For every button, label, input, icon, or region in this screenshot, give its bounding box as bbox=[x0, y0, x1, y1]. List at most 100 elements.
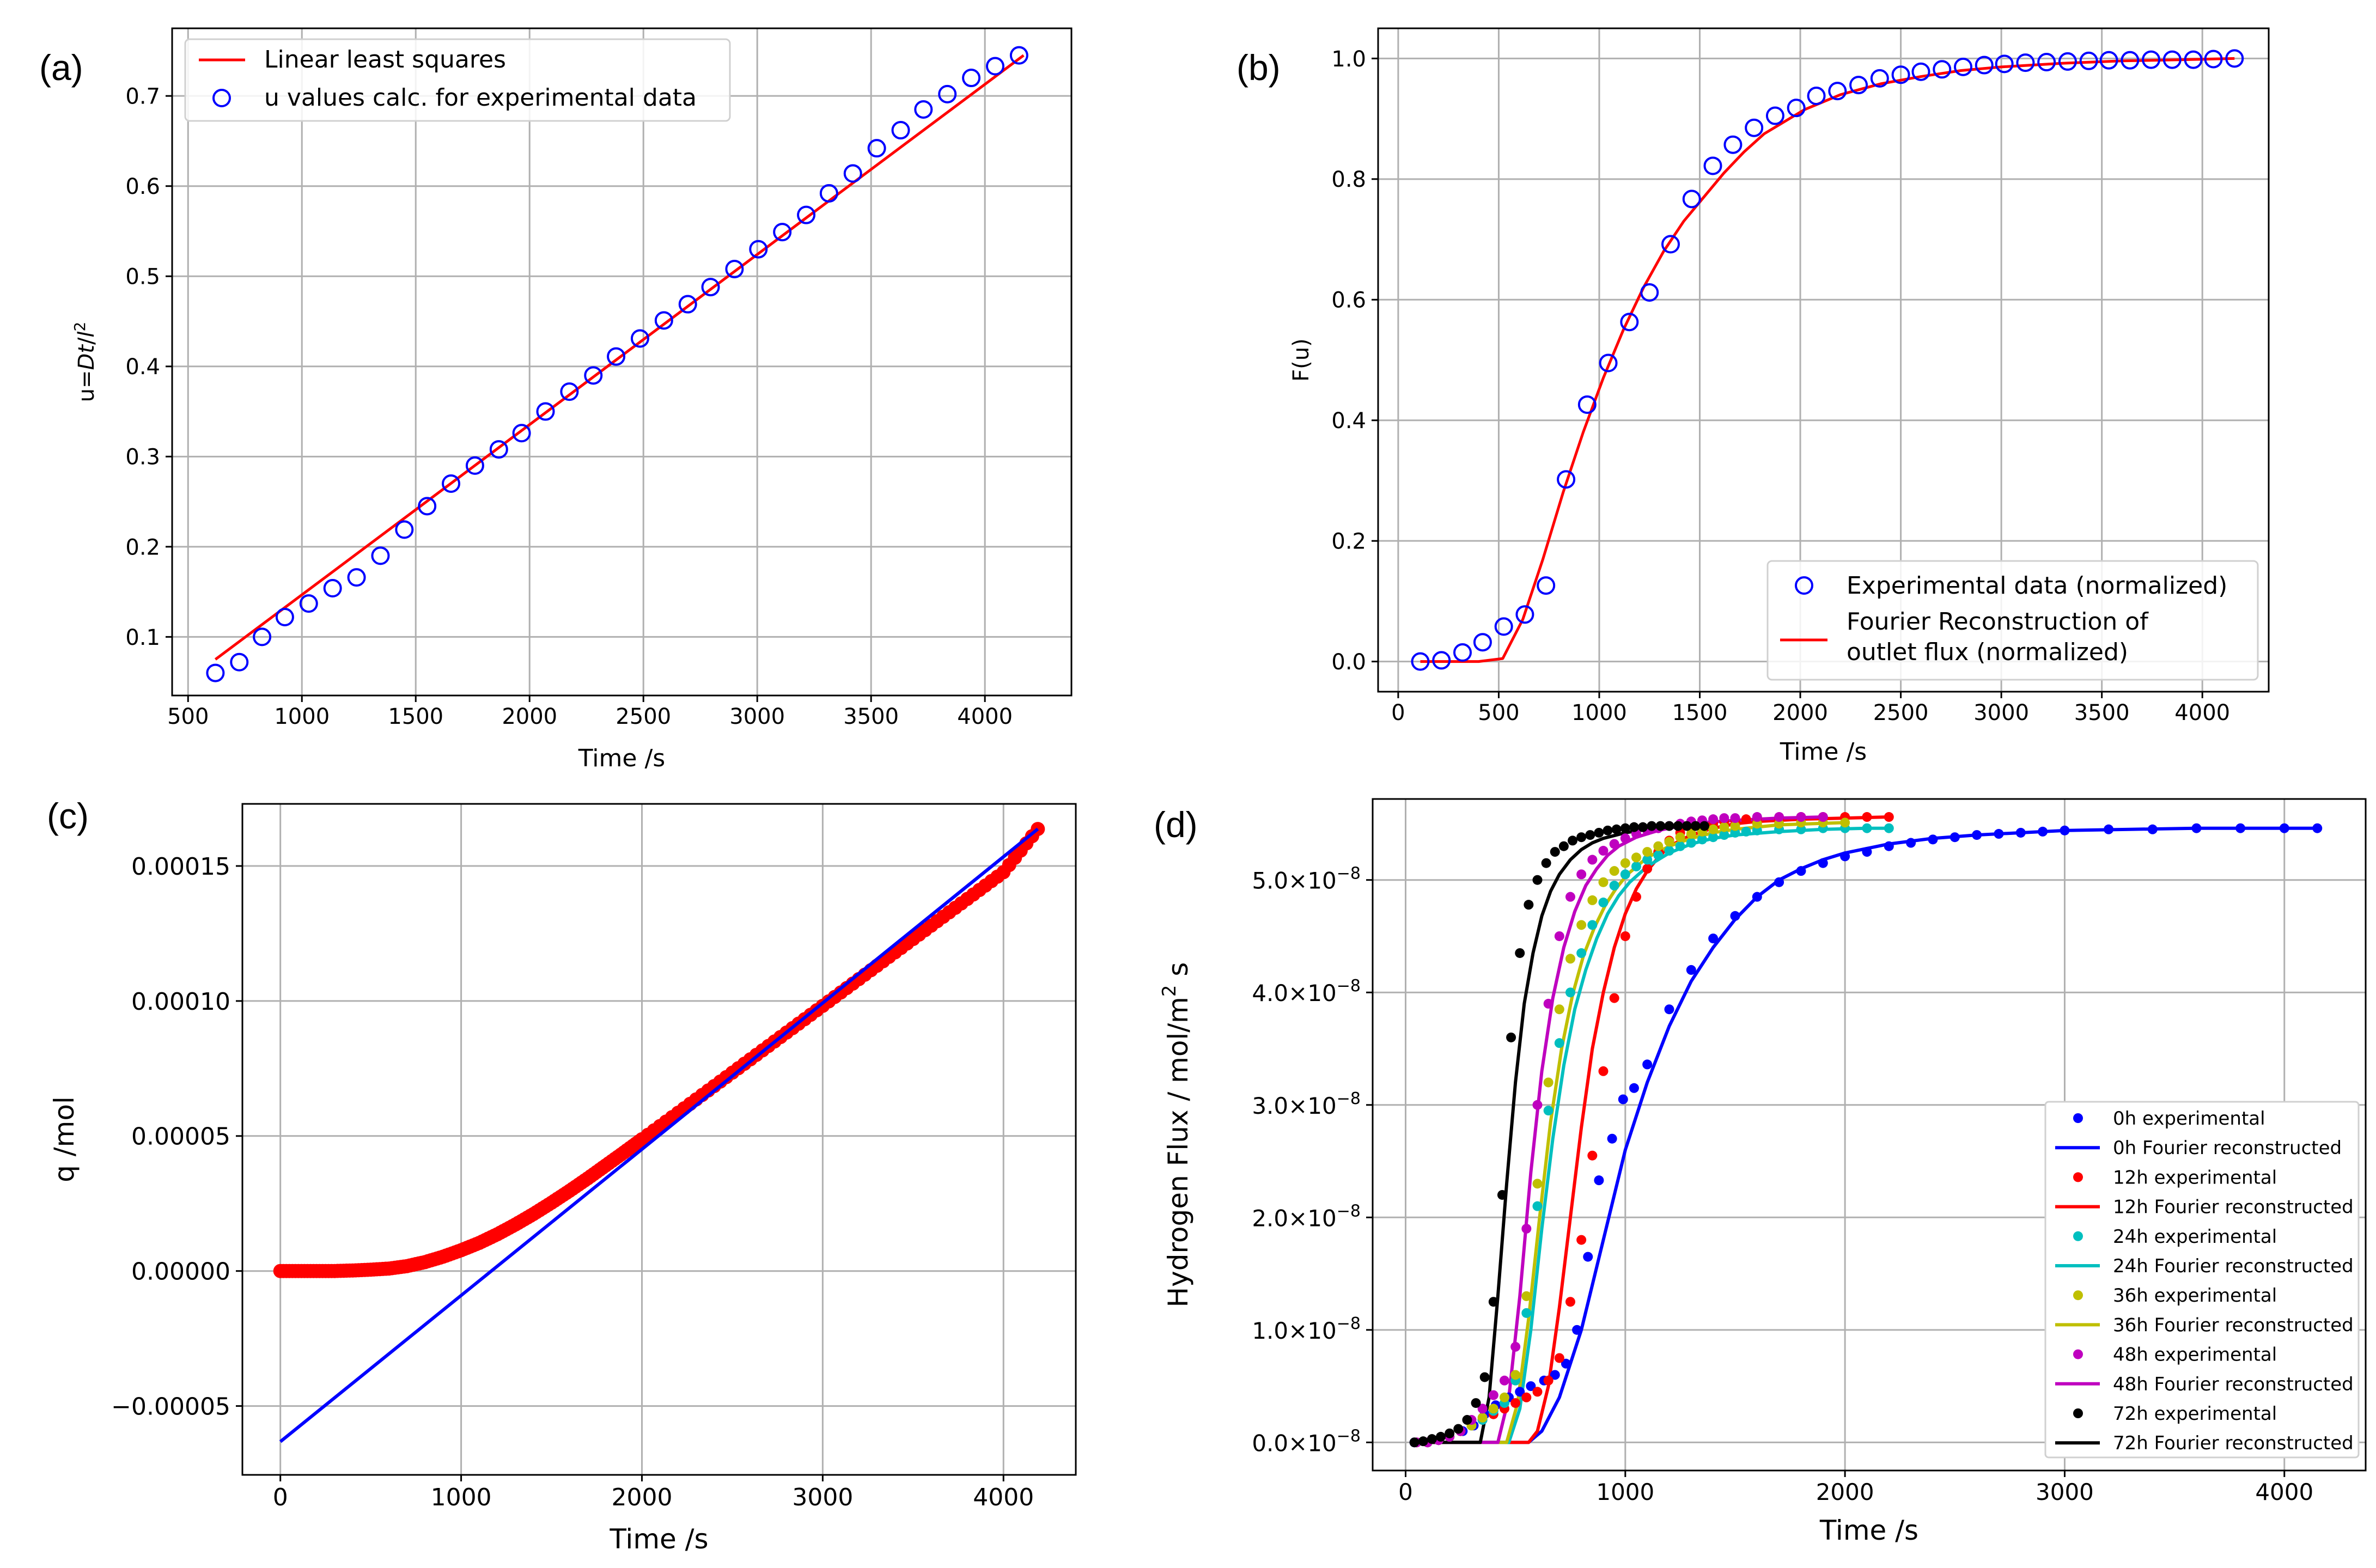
chart-a-data-point bbox=[725, 259, 744, 278]
chart-d-data-point-72h bbox=[1629, 822, 1639, 832]
chart-a-x-tick-label: 3000 bbox=[729, 704, 785, 729]
chart-d-y-tick-label: 4.0×10−8 bbox=[1252, 977, 1361, 1006]
chart-d-y-tick-label: 5.0×10−8 bbox=[1252, 864, 1361, 894]
chart-a-x-tick-label: 2500 bbox=[616, 704, 671, 729]
chart-b-data-point bbox=[1473, 633, 1492, 652]
chart-c-y-axis-label: q /mol bbox=[48, 1096, 80, 1182]
chart-d-data-point-12h bbox=[1884, 812, 1894, 822]
chart-a-frame bbox=[171, 27, 1073, 697]
chart-d-data-point-72h bbox=[1673, 821, 1683, 831]
chart-b-x-tick-label: 500 bbox=[1478, 700, 1519, 725]
chart-a-data-point bbox=[749, 240, 768, 259]
chart-d-data-point-72h bbox=[1576, 832, 1587, 843]
chart-b-data-point bbox=[2079, 51, 2098, 70]
chart-d-data-point-72h bbox=[1497, 1189, 1507, 1200]
chart-c-y-tick-label: 0.00010 bbox=[131, 988, 230, 1016]
chart-d-series-line-72h bbox=[1414, 824, 1705, 1444]
chart-b-x-tick-label: 3500 bbox=[2074, 700, 2130, 725]
chart-d-data-point-72h bbox=[1524, 900, 1534, 910]
chart-a-data-point bbox=[654, 311, 673, 330]
chart-d-data-point-72h bbox=[1585, 830, 1595, 840]
chart-b-data-point bbox=[2184, 50, 2203, 69]
chart-d-legend-label: 72h Fourier reconstructed bbox=[2113, 1432, 2354, 1454]
chart-d-series-line-36h bbox=[1416, 821, 1845, 1444]
chart-b-data-point bbox=[2162, 50, 2182, 69]
chart-d-data-point-36h bbox=[1708, 824, 1719, 834]
chart-d-data-point-0h bbox=[1618, 1094, 1628, 1105]
chart-b-legend-label: Fourier Reconstruction of bbox=[1847, 608, 2149, 636]
chart-d-data-point-48h bbox=[1554, 931, 1564, 941]
chart-d-legend-label: 36h experimental bbox=[2113, 1285, 2277, 1307]
chart-d-data-point-12h bbox=[1521, 1392, 1532, 1402]
chart-b-data-point bbox=[1661, 235, 1680, 254]
chart-d-data-point-72h bbox=[1611, 824, 1622, 834]
chart-b-data-point bbox=[1933, 60, 1952, 79]
chart-d-data-point-24h bbox=[1862, 823, 1872, 833]
chart-b-data-point bbox=[2225, 49, 2244, 68]
chart-a-x-tick-label: 2000 bbox=[502, 704, 557, 729]
chart-b-y-tick-label: 1.0 bbox=[1331, 47, 1366, 72]
chart-b-x-tick-label: 4000 bbox=[2174, 700, 2230, 725]
chart-d-data-point-12h bbox=[1862, 812, 1872, 822]
chart-b-data-point bbox=[1975, 56, 1994, 75]
chart-b-plot-area bbox=[1411, 49, 2244, 671]
chart-b-data-point bbox=[1911, 62, 1930, 81]
chart-b-x-tick-label: 1000 bbox=[1571, 700, 1627, 725]
chart-d-data-point-48h bbox=[1521, 1223, 1532, 1234]
chart-a-data-point bbox=[512, 424, 531, 443]
chart-d-data-point-24h bbox=[1620, 869, 1630, 880]
chart-d-data-point-24h bbox=[1697, 834, 1707, 845]
chart-d-data-point-48h bbox=[1543, 998, 1553, 1009]
chart-d-data-point-24h bbox=[1543, 1106, 1553, 1116]
chart-d-data-point-0h bbox=[1561, 1358, 1571, 1369]
chart-a-data-point bbox=[206, 663, 225, 682]
chart-c-cumulative-q: 0 1000 2000 3000 4000 −0.00005 0.00000 0.00005 0… bbox=[48, 803, 1077, 1555]
chart-d-data-point-72h bbox=[1532, 875, 1543, 885]
chart-a-x-tick-label: 500 bbox=[167, 704, 209, 729]
chart-a-legend-box bbox=[184, 38, 731, 122]
chart-b-data-point bbox=[1620, 313, 1639, 332]
chart-a-data-point bbox=[253, 627, 272, 646]
chart-b-data-point bbox=[1787, 99, 1806, 118]
chart-a-data-point bbox=[630, 329, 649, 348]
chart-d-data-point-24h bbox=[1576, 948, 1587, 958]
chart-d-data-point-72h bbox=[1436, 1432, 1446, 1442]
chart-a-y-tick-label: 0.4 bbox=[125, 355, 160, 380]
chart-d-data-point-72h bbox=[1664, 821, 1674, 831]
chart-a-legend-marker-swatch bbox=[212, 89, 231, 107]
chart-b-data-point bbox=[1891, 65, 1910, 84]
chart-b-data-point bbox=[1954, 57, 1973, 76]
chart-d-data-point-36h bbox=[1499, 1392, 1509, 1402]
chart-a-data-point bbox=[584, 366, 603, 385]
chart-b-y-tick-label: 0.6 bbox=[1331, 288, 1366, 313]
chart-d-data-point-0h bbox=[1642, 1059, 1653, 1070]
chart-d-data-point-48h bbox=[1510, 1341, 1521, 1352]
chart-d-data-point-36h bbox=[1510, 1370, 1521, 1380]
chart-d-data-point-48h bbox=[1565, 892, 1575, 902]
chart-d-data-point-0h bbox=[1550, 1370, 1560, 1380]
chart-a-legend-label: u values calc. for experimental data bbox=[264, 84, 697, 112]
chart-d-data-point-12h bbox=[1565, 1297, 1575, 1307]
panel-label-c: (c) bbox=[47, 796, 89, 836]
chart-d-data-point-0h bbox=[1607, 1133, 1617, 1144]
chart-d-data-point-0h bbox=[2279, 823, 2289, 833]
chart-d-data-point-0h bbox=[1818, 858, 1828, 868]
chart-c-x-tick-label: 1000 bbox=[431, 1484, 492, 1511]
chart-d-data-point-24h bbox=[1730, 827, 1740, 838]
chart-b-legend-label: outlet flux (normalized) bbox=[1847, 638, 2128, 666]
chart-d-legend-label: 36h Fourier reconstructed bbox=[2113, 1314, 2354, 1336]
chart-b-data-point bbox=[1640, 283, 1659, 302]
chart-d-data-point-12h bbox=[1631, 892, 1641, 902]
chart-a-y-tick-label: 0.1 bbox=[125, 625, 160, 650]
chart-d-data-point-24h bbox=[1642, 855, 1653, 865]
chart-a-data-point bbox=[465, 456, 484, 475]
chart-d-y-tick-exponent: −8 bbox=[1337, 864, 1361, 883]
chart-b-data-point bbox=[1599, 353, 1618, 373]
chart-b-legend: Experimental data (normalized) Fourier Re… bbox=[1766, 560, 2259, 681]
chart-d-data-point-0h bbox=[1774, 877, 1784, 887]
chart-d-data-point-0h bbox=[1708, 934, 1719, 944]
chart-a-x-tick-label: 1500 bbox=[388, 704, 443, 729]
chart-d-data-point-24h bbox=[1631, 861, 1641, 871]
chart-d-data-point-12h bbox=[1642, 864, 1653, 874]
chart-d-data-point-36h bbox=[1609, 866, 1619, 876]
